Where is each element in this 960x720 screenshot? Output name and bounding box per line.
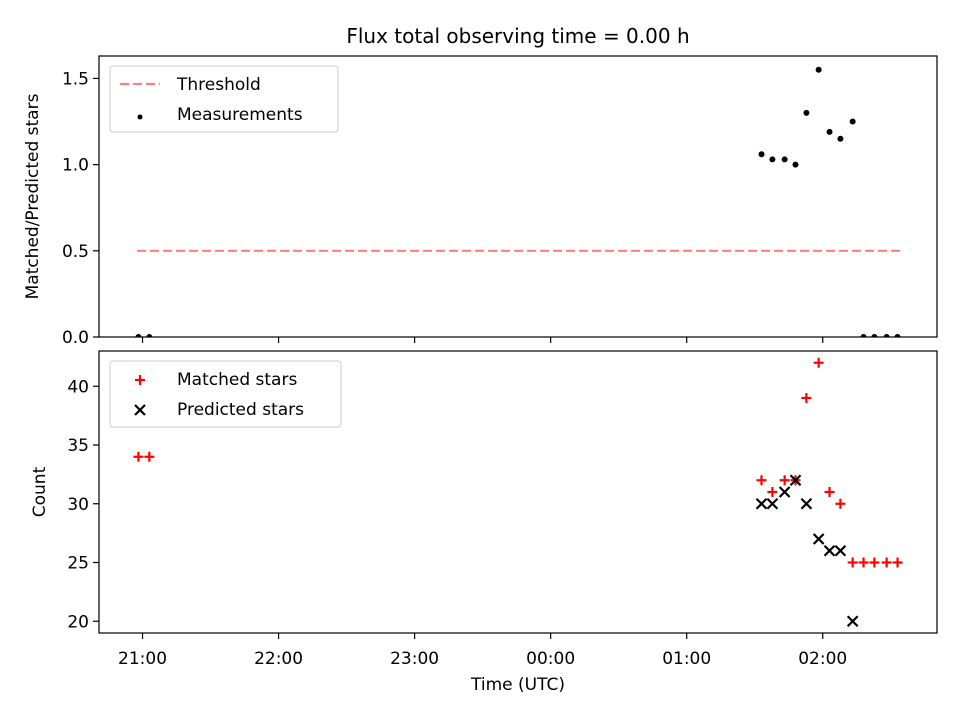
ratio-axes-frame — [98, 55, 938, 338]
predicted-stars-point-1 — [766, 497, 779, 510]
matched-stars-point-7 — [813, 357, 824, 368]
ratio-y-axis-label: Matched/Predicted stars — [23, 93, 43, 299]
predicted-stars-point-4 — [800, 497, 813, 510]
matched-stars-point-2 — [756, 475, 767, 486]
predicted-stars-point-2 — [778, 486, 791, 498]
count-panel: 20 25 30 35 40 21:00 22:00 23:00 00:00 01:00 02:00… — [30, 350, 938, 669]
measurements-point-0 — [135, 334, 142, 337]
predicted-stars-point-3 — [789, 474, 802, 487]
predicted-stars-legend-swatch-b — [134, 404, 146, 416]
predicted-stars-point-5-b — [812, 533, 825, 545]
ratio-legend: Threshold Measurements — [109, 65, 339, 133]
ratio-legend-box — [109, 65, 339, 133]
ratio-panel: 0.0 0.5 1.0 1.5 Matched/Predicted stars Thres… — [23, 55, 938, 348]
matched-stars-point-11 — [858, 557, 869, 568]
chart-title: Flux total observing time = 0.00 h — [346, 24, 689, 48]
x-axis-label: Time (UTC) — [470, 675, 565, 695]
ratio-y-tick-label-0: 0.0 — [62, 328, 89, 348]
predicted-stars-point-4-b — [800, 497, 813, 510]
predicted-stars-point-0-b — [755, 497, 768, 510]
predicted-stars-point-5 — [812, 533, 825, 545]
count-y-tick-label-1: 25 — [67, 554, 89, 574]
measurements-point-6 — [803, 109, 810, 116]
measurements-point-4 — [781, 156, 788, 163]
ratio-y-tick-label-1: 0.5 — [62, 242, 89, 262]
matched-stars-point-10 — [847, 557, 858, 568]
measurements-legend-swatch — [137, 114, 143, 120]
count-y-tick-label-4: 40 — [67, 377, 89, 397]
predicted-stars-point-6 — [823, 544, 836, 557]
predicted-stars-point-6-b — [823, 544, 836, 557]
predicted-stars-point-3-b — [789, 474, 802, 487]
matched-stars-point-3 — [767, 487, 778, 497]
measurements-point-3 — [769, 156, 776, 163]
count-y-axis-label: Count — [30, 466, 50, 517]
count-y-tick-label-3: 35 — [67, 436, 89, 456]
ratio-y-tick-label-2: 1.0 — [62, 156, 89, 176]
matched-stars-point-6 — [801, 393, 812, 403]
measurements-point-5 — [792, 161, 799, 168]
x-tick-label-4: 01:00 — [662, 649, 711, 669]
measurements-point-9 — [837, 135, 844, 142]
matched-stars-point-9 — [835, 498, 846, 509]
x-tick-label-2: 23:00 — [390, 649, 439, 669]
x-tick-label-0: 21:00 — [118, 649, 167, 669]
matched-stars-legend-label: Matched stars — [177, 370, 297, 390]
x-tick-label-5: 02:00 — [798, 649, 847, 669]
matched-stars-point-12 — [869, 557, 880, 568]
count-y-tick-label-0: 20 — [67, 612, 89, 632]
measurements-point-2 — [758, 151, 765, 158]
predicted-stars-legend-label: Predicted stars — [177, 400, 304, 420]
measurements-point-1 — [146, 334, 153, 337]
threshold-legend-label: Threshold — [176, 75, 261, 95]
x-tick-label-1: 22:00 — [254, 649, 303, 669]
measurements-point-13 — [883, 334, 890, 337]
predicted-stars-point-7-b — [834, 544, 847, 557]
ratio-series-group — [135, 66, 901, 337]
measurements-point-12 — [871, 334, 878, 337]
count-y-tick-label-2: 30 — [67, 495, 89, 515]
predicted-stars-point-8-b — [846, 615, 859, 628]
count-legend-box — [109, 360, 342, 428]
measurements-legend-label: Measurements — [177, 105, 303, 125]
count-axes-frame — [98, 350, 938, 634]
predicted-stars-point-8 — [846, 615, 859, 628]
matched-stars-point-0 — [133, 451, 144, 462]
measurements-point-7 — [815, 66, 822, 73]
x-tick-label-3: 00:00 — [526, 649, 575, 669]
matched-stars-point-4 — [779, 475, 790, 486]
matched-stars-point-1 — [144, 451, 155, 462]
matched-stars-point-14 — [892, 557, 903, 568]
measurements-point-8 — [826, 128, 833, 135]
matched-stars-legend-swatch — [135, 375, 145, 385]
matched-stars-point-8 — [824, 487, 835, 497]
measurements-point-10 — [849, 118, 856, 125]
predicted-stars-point-7 — [834, 544, 847, 557]
predicted-stars-point-1-b — [766, 497, 779, 510]
count-legend: Matched stars Predicted stars — [109, 360, 342, 428]
ratio-y-tick-label-3: 1.5 — [62, 69, 89, 89]
count-series-group — [133, 357, 903, 628]
measurements-point-14 — [894, 334, 901, 337]
predicted-stars-legend-swatch — [134, 404, 146, 416]
predicted-stars-point-2-b — [778, 486, 791, 498]
predicted-stars-point-0 — [755, 497, 768, 510]
measurements-point-11 — [860, 334, 867, 337]
matched-stars-point-13 — [881, 557, 892, 568]
